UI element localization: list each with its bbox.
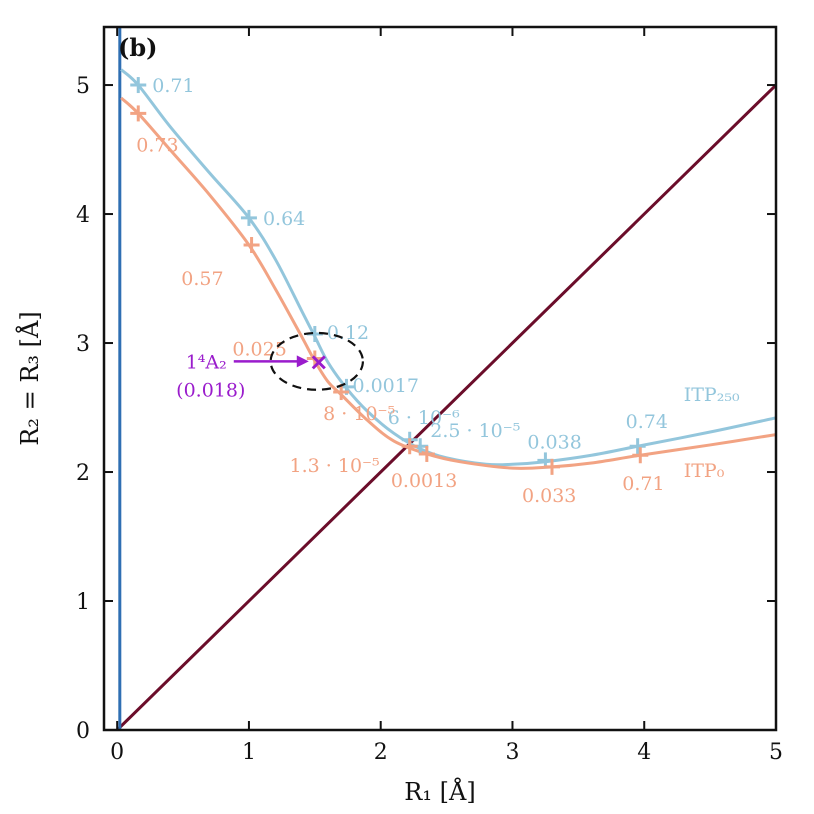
data-label-itp250-7: 0.038	[527, 431, 581, 453]
special-x-b	[311, 355, 326, 370]
y-tick-label-0: 0	[76, 719, 90, 744]
legend-label-itp0: ITP₀	[684, 460, 725, 482]
marker-itp250-1	[130, 77, 147, 94]
x-tick-label-5: 5	[769, 740, 783, 765]
marker-itp250-2	[240, 209, 257, 226]
marker-itp250-8	[629, 438, 646, 455]
y-axis-label: R₂ = R₃ [Å]	[15, 311, 44, 445]
x-tick-label-2: 2	[374, 740, 388, 765]
x-tick-label-4: 4	[637, 740, 651, 765]
data-label-itp0-2: 0.57	[181, 268, 223, 290]
x-tick-label-0: 0	[110, 740, 124, 765]
series-line-itp250	[120, 68, 776, 467]
y-tick-label-4: 4	[76, 203, 90, 228]
y-tick-label-5: 5	[76, 74, 90, 99]
marker-itp0-2	[243, 236, 260, 253]
data-label-itp0-5: 1.3 · 10⁻⁵	[290, 455, 380, 477]
plot-area: 0.71 0.64 0.12 0.0017 6 · 10⁻⁶2.5 · 10⁻⁵ 0.03…	[15, 25, 783, 806]
special-point-sublabel: (0.018)	[176, 379, 245, 401]
data-label-itp250-3: 0.12	[327, 322, 369, 344]
x-tick-label-1: 1	[242, 740, 256, 765]
y-tick-label-3: 3	[76, 332, 90, 357]
data-label-itp250-2: 0.64	[263, 208, 305, 230]
axis-frame	[102, 25, 778, 732]
y-tick-label-2: 2	[76, 461, 90, 486]
data-label-itp0-1: 0.73	[136, 134, 178, 156]
data-label-itp0-6: 0.0013	[391, 470, 457, 492]
panel-label: (b)	[118, 33, 158, 62]
data-label-itp250-6: 2.5 · 10⁻⁵	[430, 420, 520, 442]
legend-label-itp250: ITP₂₅₀	[684, 384, 740, 406]
data-label-itp250-5: 6 · 10⁻⁶	[388, 407, 460, 429]
series-line-itp0	[120, 96, 776, 470]
x-tick-label-3: 3	[505, 740, 519, 765]
marker-itp0-8	[632, 447, 649, 464]
special-point-marker	[311, 355, 326, 370]
data-label-itp0-3: 0.025	[232, 339, 286, 361]
marker-itp0-5	[401, 438, 418, 455]
y-tick-label-1: 1	[76, 590, 90, 615]
marker-itp0-7	[544, 458, 560, 475]
marker-itp0-6	[418, 445, 435, 462]
reference-line-diagonal	[116, 83, 776, 730]
special-arrow-head	[296, 355, 309, 368]
special-point-label: 1⁴A₂	[186, 351, 227, 373]
data-label-itp250-1: 0.71	[152, 75, 194, 97]
data-label-itp0-7: 0.033	[522, 485, 576, 507]
data-label-itp0-4: 8 · 10⁻⁵	[323, 403, 395, 425]
data-label-itp250-8: 0.74	[626, 411, 668, 433]
data-label-itp0-8: 0.71	[622, 473, 664, 495]
marker-itp0-4	[333, 384, 350, 401]
marker-itp0-1	[130, 105, 147, 122]
dashed-circle	[269, 331, 364, 391]
x-axis-label: R₁ [Å]	[404, 777, 475, 806]
data-label-itp250-4: 0.0017	[352, 375, 418, 397]
plot-clipped-group	[116, 27, 776, 730]
